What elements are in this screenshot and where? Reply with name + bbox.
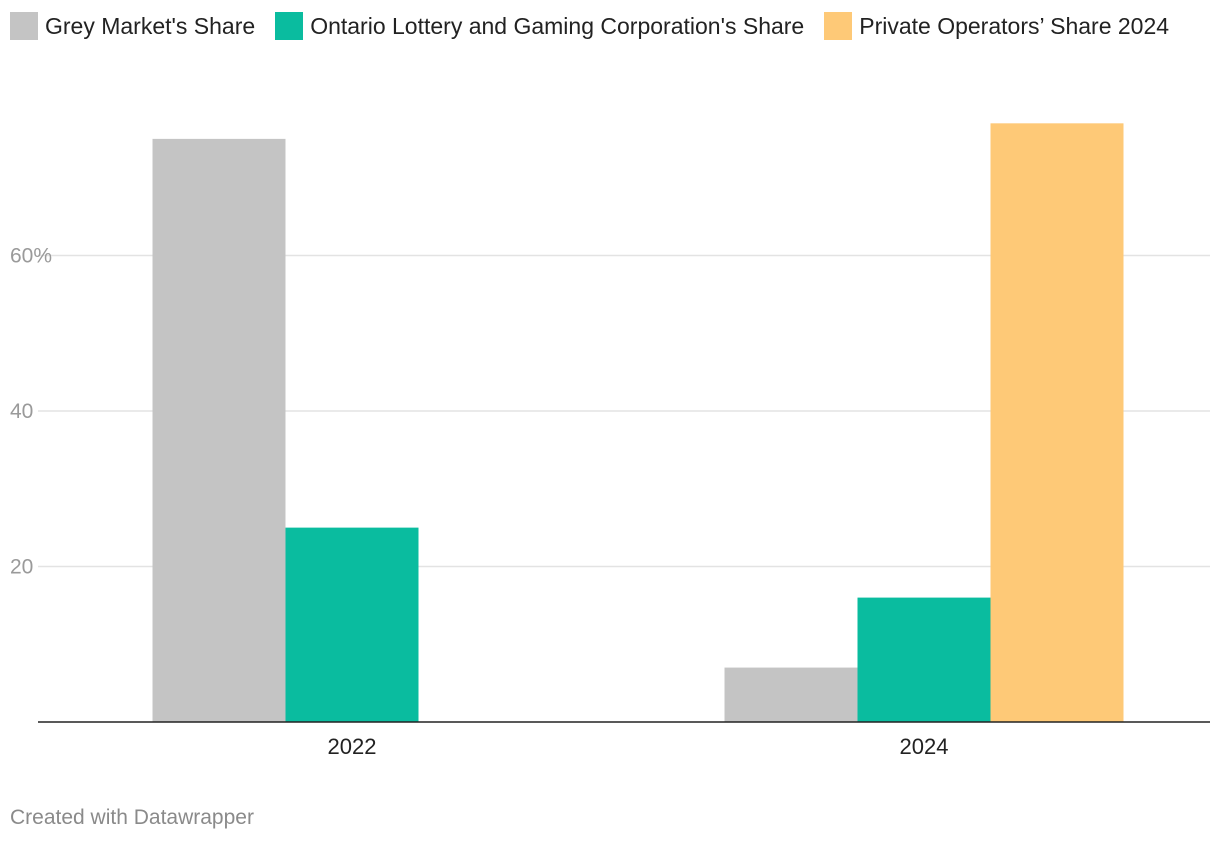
bar-2022-series-1 bbox=[285, 527, 419, 722]
legend-label-grey-market: Grey Market's Share bbox=[45, 12, 256, 39]
legend-label-private-operators: Private Operators’ Share 2024 bbox=[859, 12, 1170, 39]
bar-chart: 20 40 60% 2022 2024 bbox=[10, 123, 1210, 759]
y-tick-label-40: 40 bbox=[10, 400, 33, 423]
legend-item-olg: Ontario Lottery and Gaming Corporation's… bbox=[275, 12, 804, 40]
legend-swatch-private-operators bbox=[824, 12, 853, 40]
bar-2024-series-1 bbox=[857, 597, 991, 722]
legend-item-grey-market: Grey Market's Share bbox=[10, 12, 255, 40]
legend-item-private-operators: Private Operators’ Share 2024 bbox=[824, 12, 1169, 40]
y-tick-label-60: 60% bbox=[10, 245, 52, 268]
x-tick-label-2022: 2022 bbox=[328, 734, 377, 759]
bar-2022-series-0 bbox=[152, 138, 286, 722]
x-tick-label-2024: 2024 bbox=[900, 734, 949, 759]
legend-swatch-olg bbox=[275, 12, 304, 40]
bar-2024-series-2 bbox=[990, 123, 1124, 722]
chart-legend: Grey Market's Share Ontario Lottery and … bbox=[10, 10, 1189, 42]
legend-label-olg: Ontario Lottery and Gaming Corporation's… bbox=[310, 12, 805, 39]
y-tick-label-20: 20 bbox=[10, 556, 33, 579]
bar-2024-series-0 bbox=[724, 667, 858, 722]
datawrapper-credit: Created with Datawrapper bbox=[10, 806, 254, 829]
legend-swatch-grey-market bbox=[10, 12, 38, 40]
